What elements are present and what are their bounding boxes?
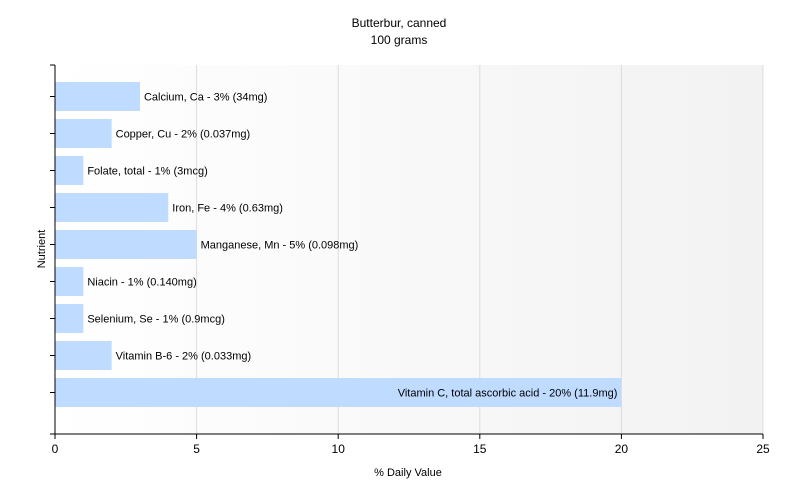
bar: [55, 267, 84, 296]
bar-label: Niacin - 1% (0.140mg): [87, 277, 196, 289]
bar: [55, 193, 169, 222]
bar-label: Vitamin B-6 - 2% (0.033mg): [116, 351, 252, 363]
x-tick-label: 0: [52, 442, 59, 456]
bar-label: Manganese, Mn - 5% (0.098mg): [201, 240, 359, 252]
chart-subtitle: 100 grams: [371, 33, 428, 47]
chart-title: Butterbur, canned: [352, 16, 447, 30]
bar-label: Vitamin C, total ascorbic acid - 20% (11…: [398, 388, 618, 400]
bar-label: Copper, Cu - 2% (0.037mg): [116, 129, 251, 141]
bar: [55, 156, 84, 185]
y-axis-label: Nutrient: [36, 230, 48, 269]
x-tick-label: 10: [332, 442, 346, 456]
x-tick-label: 15: [473, 442, 487, 456]
bars: [55, 82, 622, 407]
x-axis-label: % Daily Value: [374, 467, 442, 479]
bar: [55, 304, 84, 333]
bar-label: Iron, Fe - 4% (0.63mg): [172, 203, 283, 215]
bar: [55, 82, 140, 111]
bar-label: Calcium, Ca - 3% (34mg): [144, 92, 267, 104]
bar-labels: Calcium, Ca - 3% (34mg) Copper, Cu - 2% (…: [87, 92, 617, 400]
bar: [55, 119, 112, 148]
grid-lines: [196, 65, 764, 434]
bar-label: Selenium, Se - 1% (0.9mcg): [87, 314, 225, 326]
x-tick-label: 25: [756, 442, 770, 456]
bar-label: Folate, total - 1% (3mcg): [87, 166, 207, 178]
bar: [55, 230, 197, 259]
x-tick-label: 5: [193, 442, 200, 456]
axes: 0 5 10 15 20 25: [50, 64, 770, 456]
bar: [55, 378, 622, 407]
x-tick-label: 20: [615, 442, 629, 456]
bar: [55, 341, 112, 370]
